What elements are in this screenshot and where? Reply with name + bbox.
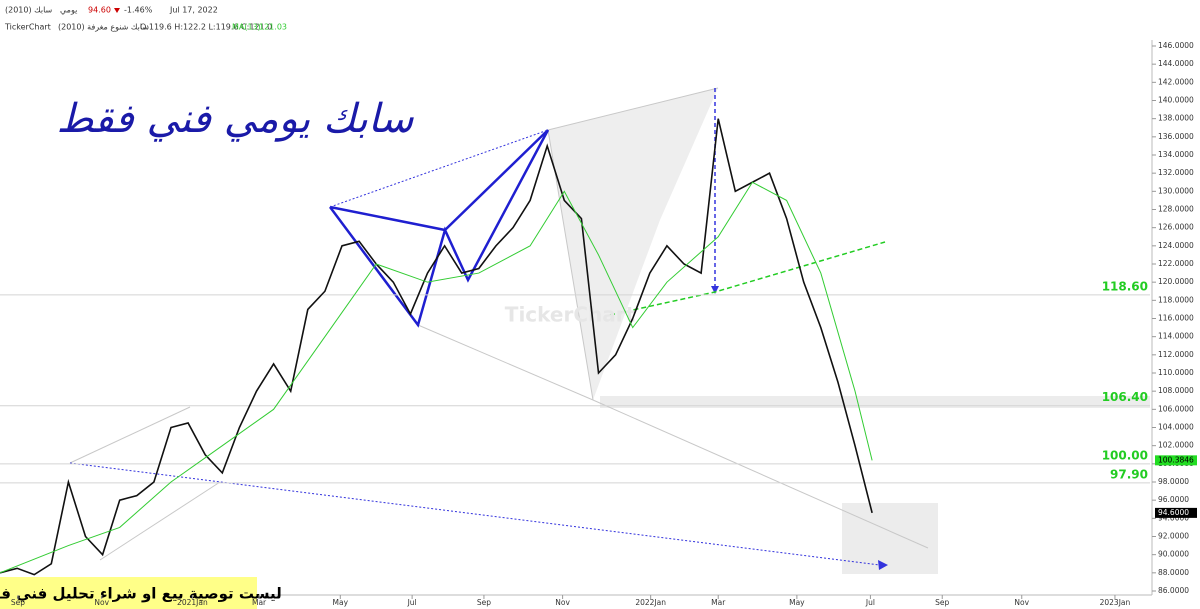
y-tick-label: 140.0000 <box>1158 96 1194 105</box>
level-label: 118.60 <box>1102 279 1148 293</box>
y-tick-label: 146.0000 <box>1158 41 1194 50</box>
watermark: TickerChart <box>505 303 636 327</box>
down-arrow <box>114 8 120 13</box>
ohlc: O:119.6 H:122.2 L:119.6 C:121.0 <box>140 23 272 32</box>
y-tick-label: 86.0000 <box>1158 586 1189 595</box>
x-tick-label: Nov <box>94 598 109 607</box>
price: 94.60 <box>88 6 111 15</box>
dotted-line <box>329 129 549 208</box>
price-tag <box>1155 507 1197 518</box>
y-tick-label: 126.0000 <box>1158 223 1194 232</box>
symbol: سابك (2010) <box>5 6 53 15</box>
y-tick-label: 96.0000 <box>1158 495 1189 504</box>
x-tick-label: Nov <box>555 598 570 607</box>
y-tick-label: 138.0000 <box>1158 114 1194 123</box>
x-tick-label: Jul <box>407 598 417 607</box>
y-tick-label: 142.0000 <box>1158 77 1194 86</box>
x-tick-label: Sep <box>935 598 949 607</box>
date: Jul 17, 2022 <box>169 6 218 15</box>
shaded-pattern <box>548 88 718 400</box>
title: سابك يومي فني فقط <box>56 96 414 142</box>
x-tick-label: 2022Jan <box>635 598 666 607</box>
y-tick-label: 136.0000 <box>1158 132 1194 141</box>
app-name: TickerChart <box>4 23 51 32</box>
y-tick-label: 116.0000 <box>1158 314 1194 323</box>
price-tag-label: 94.6000 <box>1158 508 1189 517</box>
target-box <box>842 503 938 574</box>
y-tick-label: 114.0000 <box>1158 332 1194 341</box>
level-label: 97.90 <box>1110 467 1148 481</box>
y-tick-label: 122.0000 <box>1158 259 1194 268</box>
ma-label: MA(13) <box>232 23 261 32</box>
dotted-line <box>69 462 881 566</box>
x-tick-label: 2023Jan <box>1100 598 1131 607</box>
bat-pattern <box>328 129 550 328</box>
y-tick-label: 88.0000 <box>1158 568 1189 577</box>
arrow-head <box>711 286 719 294</box>
x-tick-label: Mar <box>711 598 726 607</box>
x-tick-label: 2021Jan <box>177 598 208 607</box>
change: -1.46% <box>124 6 153 15</box>
y-tick-label: 108.0000 <box>1158 386 1194 395</box>
y-tick-label: 130.0000 <box>1158 186 1194 195</box>
x-tick-label: May <box>789 598 805 607</box>
y-tick-label: 128.0000 <box>1158 205 1194 214</box>
y-tick-label: 90.0000 <box>1158 550 1189 559</box>
y-tick-label: 112.0000 <box>1158 350 1194 359</box>
y-tick-label: 102.0000 <box>1158 441 1194 450</box>
x-tick-label: May <box>333 598 349 607</box>
x-tick-label: Jul <box>865 598 875 607</box>
y-tick-label: 134.0000 <box>1158 150 1194 159</box>
x-tick-label: Mar <box>252 598 267 607</box>
trend-line <box>609 241 886 316</box>
disclaimer: ليست توصية بيع او شراء تحليل فني فقط <box>0 585 282 603</box>
stock-name: سابك شنوع مغرفة (2010) <box>58 23 149 32</box>
price-tag <box>1155 455 1197 466</box>
x-tick-label: Sep <box>477 598 491 607</box>
y-tick-label: 110.0000 <box>1158 368 1194 377</box>
level-label: 100.00 <box>1102 448 1148 462</box>
arrow-head <box>878 560 888 570</box>
x-tick-label: Sep <box>11 598 25 607</box>
price-line <box>0 118 873 576</box>
period: يومي <box>60 6 77 15</box>
y-tick-label: 120.0000 <box>1158 277 1194 286</box>
disclaimer-box <box>0 577 257 609</box>
y-tick-label: 92.0000 <box>1158 532 1189 541</box>
y-tick-label: 132.0000 <box>1158 168 1194 177</box>
ma-value: 121.03 <box>259 23 287 32</box>
plot <box>0 118 1150 576</box>
x-tick-label: Nov <box>1014 598 1029 607</box>
y-tick-label: 104.0000 <box>1158 423 1194 432</box>
y-tick-label: 98.0000 <box>1158 477 1189 486</box>
y-tick-label: 118.0000 <box>1158 295 1194 304</box>
level-label: 106.40 <box>1102 390 1148 404</box>
y-tick-label: 144.0000 <box>1158 59 1194 68</box>
zone <box>600 396 1150 408</box>
price-line <box>0 181 873 574</box>
axis-panel <box>1152 0 1200 609</box>
y-tick-label: 124.0000 <box>1158 241 1194 250</box>
y-tick-label: 106.0000 <box>1158 404 1194 413</box>
price-tag-label: 100.3846 <box>1158 455 1194 464</box>
